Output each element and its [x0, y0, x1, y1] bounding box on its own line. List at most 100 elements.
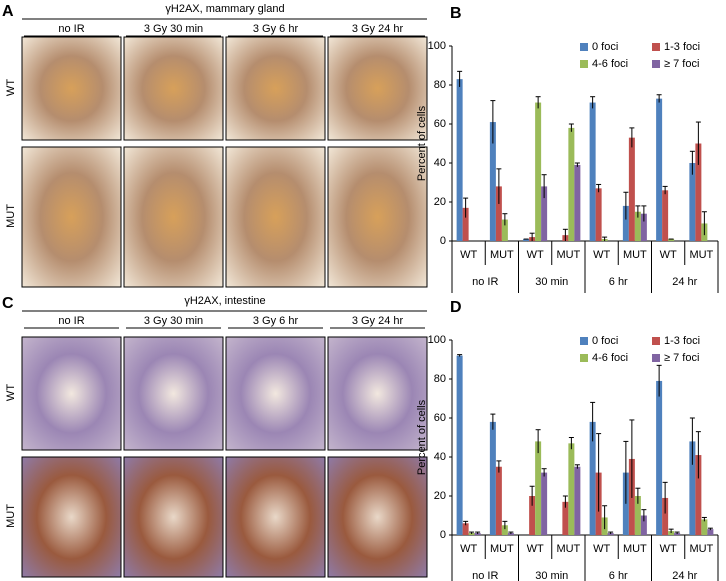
row-label: MUT — [5, 504, 17, 528]
bar — [456, 79, 463, 242]
micrograph — [327, 336, 428, 451]
x-tick-label: WT — [593, 543, 610, 555]
y-tick-label: 40 — [434, 157, 446, 169]
column-header: no IR — [58, 23, 84, 35]
bar — [628, 137, 635, 241]
group-label: 6 hr — [609, 570, 628, 581]
bar — [589, 102, 596, 241]
group-label: 24 hr — [672, 276, 697, 288]
bar — [541, 472, 548, 535]
bar — [495, 186, 502, 241]
legend-label: 1-3 foci — [664, 41, 700, 53]
row-label: WT — [5, 79, 17, 96]
micrograph — [123, 36, 224, 141]
micrograph — [327, 456, 428, 578]
y-tick-label: 0 — [440, 529, 446, 541]
y-axis-label: Percent of cells — [416, 105, 428, 181]
bar — [535, 102, 542, 241]
y-tick-label: 20 — [434, 196, 446, 208]
x-tick-label: MUT — [689, 249, 713, 261]
bar — [640, 515, 647, 535]
y-tick-label: 80 — [434, 79, 446, 91]
bar — [562, 501, 569, 535]
bar — [695, 455, 702, 535]
x-tick-label: WT — [593, 249, 610, 261]
panel-label: C — [2, 295, 14, 312]
bar — [707, 529, 714, 535]
legend-label: 4-6 foci — [592, 58, 628, 70]
column-header: 3 Gy 24 hr — [352, 23, 404, 35]
bar — [689, 163, 696, 241]
x-tick-label: WT — [460, 543, 477, 555]
bar — [456, 355, 463, 535]
y-tick-label: 60 — [434, 412, 446, 424]
bar — [462, 207, 469, 241]
panel-label: B — [450, 5, 462, 22]
bar — [695, 143, 702, 241]
bar — [656, 98, 663, 242]
bar — [634, 496, 641, 535]
x-tick-label: WT — [660, 543, 677, 555]
panel-label: A — [2, 3, 14, 20]
legend-label: ≥ 7 foci — [664, 58, 699, 70]
y-axis-label: Percent of cells — [416, 399, 428, 475]
micrograph — [327, 36, 428, 141]
legend-swatch — [652, 337, 660, 345]
bar — [656, 380, 663, 535]
panel-title: γH2AX, mammary gland — [165, 3, 284, 15]
y-tick-label: 20 — [434, 490, 446, 502]
column-header: 3 Gy 24 hr — [352, 315, 404, 327]
bar — [529, 496, 536, 535]
legend-swatch — [580, 354, 588, 362]
y-tick-label: 40 — [434, 451, 446, 463]
bar — [574, 164, 581, 241]
legend-swatch — [580, 60, 588, 68]
x-tick-label: WT — [460, 249, 477, 261]
x-tick-label: WT — [527, 249, 544, 261]
bar — [595, 188, 602, 241]
bar — [462, 523, 469, 535]
column-header: 3 Gy 6 hr — [253, 23, 299, 35]
x-tick-label: MUT — [623, 249, 647, 261]
legend-swatch — [652, 43, 660, 51]
micrograph — [123, 456, 224, 578]
bar — [501, 525, 508, 535]
legend-swatch — [580, 43, 588, 51]
bar — [568, 127, 575, 241]
bar — [495, 466, 502, 535]
micrograph — [225, 146, 326, 288]
column-header: 3 Gy 30 min — [144, 23, 203, 35]
y-tick-label: 60 — [434, 118, 446, 130]
bar — [535, 441, 542, 535]
column-header: 3 Gy 6 hr — [253, 315, 299, 327]
group-label: 6 hr — [609, 276, 628, 288]
micrograph — [225, 456, 326, 578]
y-tick-label: 0 — [440, 235, 446, 247]
micrograph — [123, 146, 224, 288]
x-tick-label: WT — [660, 249, 677, 261]
bar — [689, 441, 696, 535]
micrograph — [21, 456, 122, 578]
y-tick-label: 100 — [428, 334, 446, 346]
bar — [634, 211, 641, 241]
group-label: 24 hr — [672, 570, 697, 581]
legend-label: 0 foci — [592, 335, 618, 347]
x-tick-label: MUT — [490, 543, 514, 555]
micrograph — [225, 336, 326, 451]
bar — [501, 219, 508, 241]
legend-swatch — [652, 60, 660, 68]
row-label: WT — [5, 384, 17, 401]
micrograph — [123, 336, 224, 451]
legend-label: ≥ 7 foci — [664, 352, 699, 364]
group-label: no IR — [472, 276, 498, 288]
bar — [541, 186, 548, 241]
group-label: 30 min — [535, 276, 568, 288]
x-tick-label: WT — [527, 543, 544, 555]
x-tick-label: MUT — [556, 249, 580, 261]
bar — [662, 190, 669, 241]
bar — [622, 205, 629, 241]
group-label: no IR — [472, 570, 498, 581]
legend-label: 4-6 foci — [592, 352, 628, 364]
bar — [574, 466, 581, 535]
